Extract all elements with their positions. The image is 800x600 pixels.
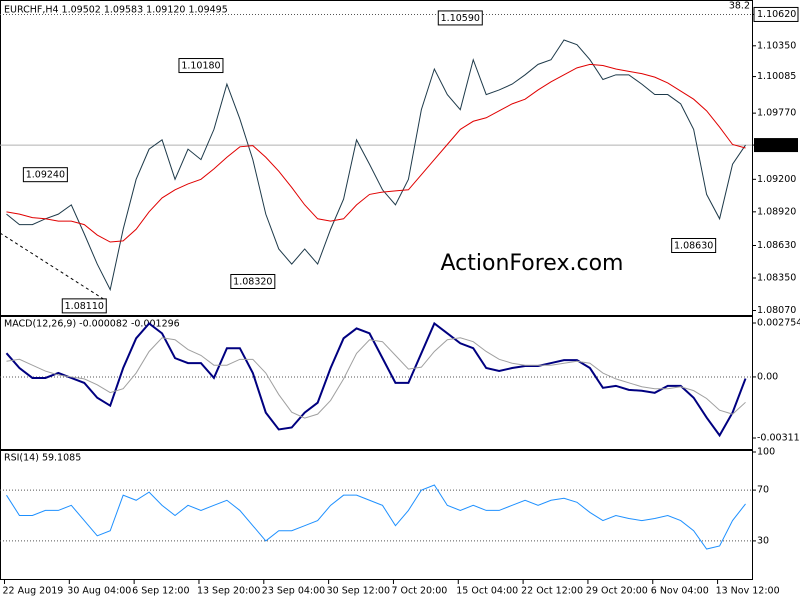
annotation-box [230, 273, 276, 289]
x-tick-label: 15 Oct 04:00 [456, 586, 518, 597]
tick-box [754, 138, 798, 153]
annotation-box [178, 58, 224, 74]
x-tick-label: 30 Aug 04:00 [67, 586, 131, 597]
y-tick-label: 0.002754 [757, 318, 800, 329]
tick-box [753, 6, 799, 22]
y-tick-label: 1.08630 [757, 240, 796, 251]
y-tick-label: 1.08350 [757, 273, 796, 284]
annotation-box [671, 237, 717, 253]
x-tick-label: 22 Aug 2019 [2, 586, 63, 597]
y-tick-label: 1.10085 [757, 71, 796, 82]
y-tick-label: -0.003119 [757, 433, 800, 444]
annotation-box [61, 298, 107, 314]
x-tick-label: 6 Sep 12:00 [132, 586, 189, 597]
macd-panel [0, 316, 753, 450]
watermark: ActionForex.com [441, 251, 624, 276]
fib-label: 38.2 [729, 1, 750, 12]
rsi-panel [0, 450, 753, 580]
series-line [6, 63, 746, 243]
x-tick-label: 29 Oct 20:00 [586, 586, 648, 597]
x-tick-label: 13 Nov 12:00 [716, 586, 780, 597]
annotation-label: 1.08320 [233, 276, 272, 287]
y-tick-label: 1.10620 [757, 9, 796, 20]
y-tick-label: 1.10350 [757, 40, 796, 51]
x-tick-label: 30 Sep 12:00 [327, 586, 390, 597]
annotation-label: 1.10590 [441, 13, 480, 24]
x-tick-label: 6 Nov 04:00 [651, 586, 709, 597]
annotation-label: 1.10180 [181, 61, 220, 72]
annotation-label: 1.08110 [65, 301, 104, 312]
y-tick-label: 0.00 [757, 371, 778, 382]
y-tick-label: 1.09495 [757, 140, 796, 151]
annotation-label: 1.09240 [26, 170, 65, 181]
y-tick-label: 1.09200 [757, 174, 796, 185]
x-tick-label: 7 Oct 20:00 [391, 586, 447, 597]
annotation-box [22, 167, 68, 183]
series-line [6, 337, 746, 419]
y-tick-label: 1.09770 [757, 108, 796, 119]
y-tick-label: 1.08920 [757, 206, 796, 217]
series-line [6, 39, 746, 292]
trend-line [0, 232, 106, 301]
y-tick-label: 100 [757, 447, 775, 458]
panel-title: RSI(14) 59.1085 [4, 453, 81, 464]
annotation-label: 1.08630 [674, 240, 713, 251]
y-tick-label: 70 [757, 485, 769, 496]
annotation-box [437, 10, 483, 26]
x-tick-label: 23 Sep 04:00 [262, 586, 325, 597]
series-line [6, 484, 746, 550]
y-tick-label: 1.08070 [757, 305, 796, 316]
series-line [5, 321, 747, 438]
panel-title: MACD(12,26,9) -0.000082 -0.001296 [4, 319, 180, 330]
x-tick-label: 22 Oct 12:00 [521, 586, 583, 597]
price-panel [0, 0, 753, 316]
panel-title: EURCHF,H4 1.09502 1.09583 1.09120 1.0949… [4, 5, 228, 16]
y-tick-label: 30 [757, 535, 769, 546]
x-tick-label: 13 Sep 20:00 [197, 586, 260, 597]
